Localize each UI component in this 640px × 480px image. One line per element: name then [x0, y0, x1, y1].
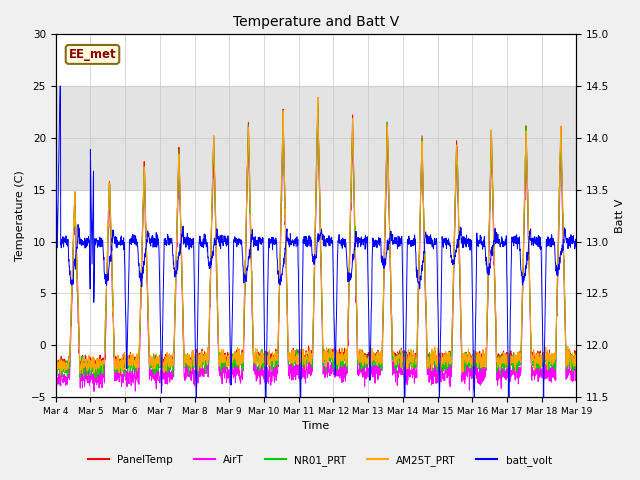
Legend: PanelTemp, AirT, NR01_PRT, AM25T_PRT, batt_volt: PanelTemp, AirT, NR01_PRT, AM25T_PRT, ba… — [84, 451, 556, 470]
X-axis label: Time: Time — [303, 421, 330, 432]
Y-axis label: Temperature (C): Temperature (C) — [15, 170, 25, 261]
Text: EE_met: EE_met — [68, 48, 116, 61]
Bar — [56, 86, 577, 190]
Y-axis label: Batt V: Batt V — [615, 199, 625, 233]
Title: Temperature and Batt V: Temperature and Batt V — [233, 15, 399, 29]
